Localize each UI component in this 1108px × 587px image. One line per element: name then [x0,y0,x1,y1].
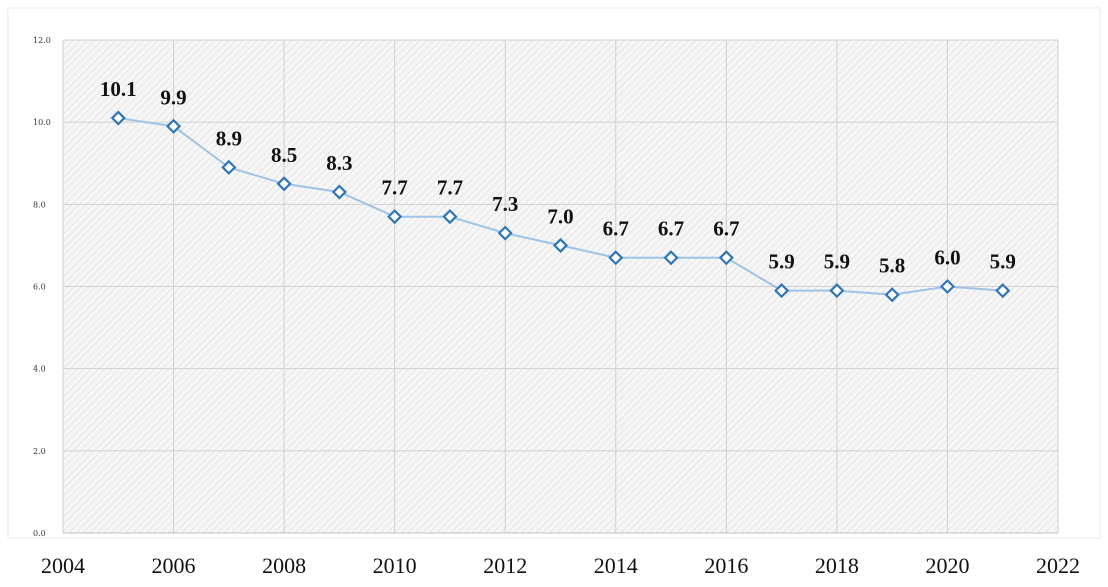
x-tick-label: 2012 [483,553,527,578]
data-point [442,209,458,225]
x-tick-label: 2008 [262,553,306,578]
y-tick-label: 12.0 [33,36,51,45]
y-axis: 0.0 2.0 4.0 6.0 8.0 10.0 12.0 [33,36,51,538]
data-point [774,283,790,299]
data-label: 10.1 [100,77,137,101]
data-point [608,250,624,266]
data-point [829,283,845,299]
data-point [995,283,1011,299]
data-label: 6.0 [934,246,960,270]
x-tick-label: 2020 [925,553,969,578]
data-point [331,184,347,200]
data-point [387,209,403,225]
data-point [165,118,182,134]
data-label: 8.5 [271,143,297,167]
x-tick-label: 2010 [373,553,417,578]
y-tick-label: 8.0 [33,200,46,209]
data-point [552,237,569,253]
y-tick-label: 10.0 [33,118,51,127]
y-tick-label: 6.0 [33,283,46,292]
data-label: 7.7 [437,176,463,200]
x-tick-label: 2006 [152,553,196,578]
y-tick-label: 2.0 [33,447,46,456]
data-label: 6.7 [603,217,629,241]
data-label: 5.9 [990,250,1016,274]
x-tick-label: 2022 [1036,553,1080,578]
x-axis: 2004 2006 2008 2010 2012 2014 2016 2018 2020 2022 [41,532,1080,578]
data-point [497,225,513,241]
data-point [939,278,956,295]
series-group [110,110,1011,303]
data-label: 5.9 [768,250,794,274]
x-tick-label: 2016 [704,553,748,578]
data-label: 6.7 [658,217,684,241]
data-label: 7.3 [492,192,518,216]
x-tick-label: 2014 [594,553,638,578]
data-label: 5.9 [824,250,850,274]
data-point [221,159,237,175]
data-label: 6.7 [713,217,739,241]
data-point [663,250,679,266]
data-point [276,176,292,192]
data-point [110,110,126,126]
data-point [884,287,900,303]
data-labels: 10.1 9.9 8.9 8.5 8.3 7.7 7.7 7.3 7.0 6.7 6.7 6.7 5.9… [100,77,1016,278]
data-point [718,250,734,266]
data-label: 8.3 [326,151,352,175]
data-label: 9.9 [160,85,186,109]
y-tick-label: 0.0 [33,529,46,538]
data-label: 7.0 [547,204,573,228]
data-label: 8.9 [216,126,242,150]
x-tick-label: 2004 [41,553,85,578]
data-label: 7.7 [382,176,408,200]
data-label: 5.8 [879,254,905,278]
y-tick-label: 4.0 [33,365,46,374]
x-tick-label: 2018 [815,553,859,578]
